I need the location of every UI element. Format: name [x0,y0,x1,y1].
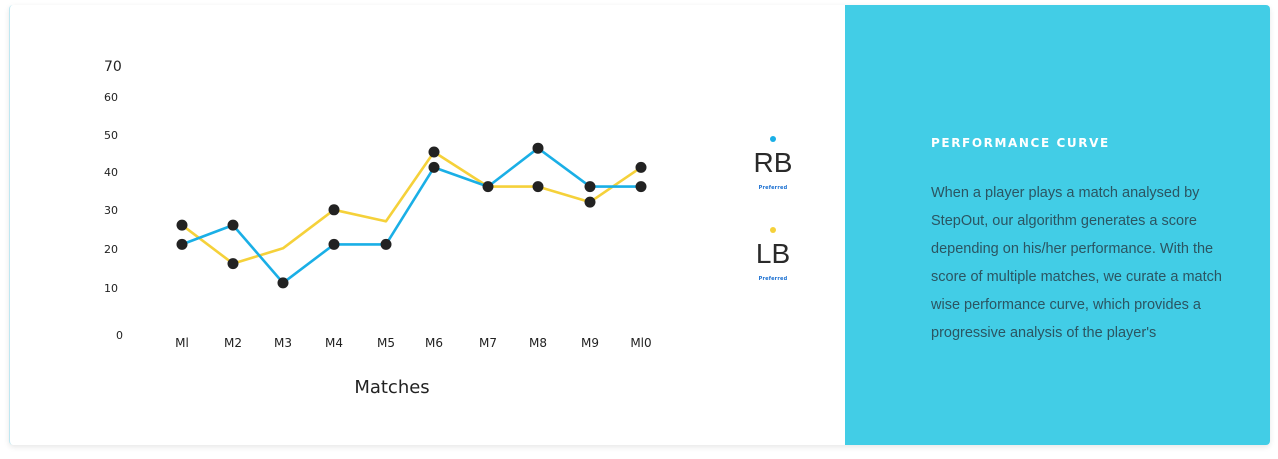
data-point [227,219,239,231]
x-tick-label: M2 [224,336,242,350]
data-point [635,161,647,173]
x-tick-label: Ml0 [630,336,651,350]
y-tick-label: 20 [104,243,118,256]
performance-chart: 0 10 20 30 40 50 60 70 Ml M2 M3 M4 M5 M6 M7 M8 M9 Ml0 Matc… [104,59,652,398]
data-point [584,196,596,208]
legend-dot-lb [770,227,776,233]
x-tick-label: M3 [274,336,292,350]
x-tick-label: M9 [581,336,599,350]
y-tick-label: 10 [104,282,118,295]
data-point [428,161,440,173]
y-tick-label: 50 [104,129,118,142]
x-tick-label: M7 [479,336,497,350]
legend-label-lb: LB [755,238,791,269]
data-point [635,181,647,193]
performance-card: 0 10 20 30 40 50 60 70 Ml M2 M3 M4 M5 M6 M7 M8 M9 Ml0 Matc… [9,5,1270,445]
x-tick-label: M4 [325,336,343,350]
data-point [328,238,340,250]
y-tick-label: 30 [104,204,118,217]
data-point [380,238,392,250]
y-tick-label: 40 [104,166,118,179]
legend-sub-rb: Preferred [758,185,788,191]
legend-item-lb: LB Preferred [743,227,803,282]
info-panel: PERFORMANCE CURVE When a player plays a … [845,5,1270,445]
data-point [176,219,188,231]
x-tick-label: Ml [175,336,189,350]
y-tick-label: 0 [116,329,123,342]
legend-sub-lb: Preferred [758,276,788,282]
data-point [176,238,188,250]
data-point [428,146,440,158]
legend-item-rb: RB Preferred [743,136,803,191]
data-point [227,258,239,270]
data-point [532,142,544,154]
data-point [482,181,494,193]
y-tick-label: 70 [104,59,122,75]
x-axis-title: Matches [354,377,429,398]
data-point [328,204,340,216]
legend-dot-rb [770,136,776,142]
series-line-rb [180,146,643,285]
legend-label-rb: RB [753,147,793,178]
info-body: When a player plays a match analysed by … [931,185,1222,341]
chart-area: 0 10 20 30 40 50 60 70 Ml M2 M3 M4 M5 M6 M7 M8 M9 Ml0 Matc… [10,5,845,445]
data-point [277,277,289,289]
data-point [532,181,544,193]
x-tick-label: M5 [377,336,395,350]
x-tick-label: M8 [529,336,547,350]
x-tick-label: M6 [425,336,443,350]
data-point [584,181,596,193]
info-title: PERFORMANCE CURVE [931,136,1110,150]
y-tick-label: 60 [104,91,118,104]
